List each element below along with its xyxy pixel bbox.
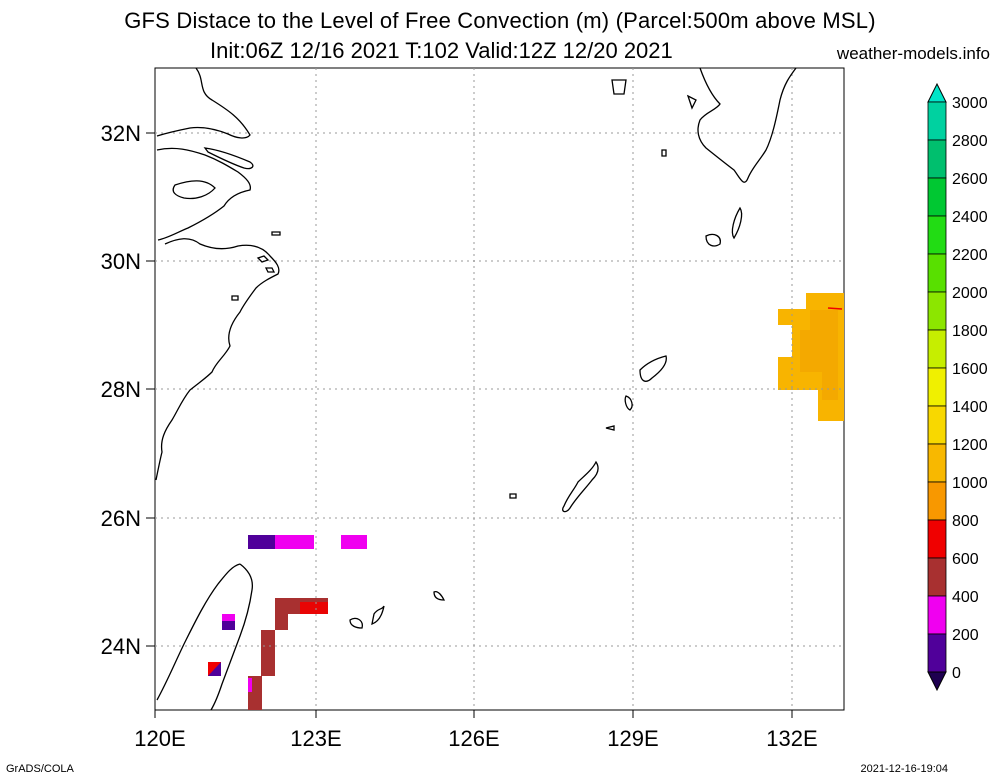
colorbar-label: 2000 <box>952 285 988 302</box>
colorbar-segment <box>927 253 947 293</box>
field-brown-cell <box>261 630 275 676</box>
colorbar-segment <box>927 329 947 369</box>
colorbar-label: 600 <box>952 551 979 568</box>
colorbar-label: 3000 <box>952 95 988 112</box>
okinawa-island <box>562 460 599 513</box>
footer-credit: GrADS/COLA <box>6 763 74 775</box>
colorbar-segment <box>927 595 947 635</box>
colorbar-segment <box>927 443 947 483</box>
colorbar-max-arrow <box>927 82 947 103</box>
colorbar: 3000280026002400220020001800160014001200… <box>927 82 988 692</box>
field-magenta-cell <box>222 614 235 621</box>
lat-label: 30N <box>101 249 141 274</box>
taiwan-coastline <box>156 563 254 711</box>
colorbar-label: 2200 <box>952 247 988 264</box>
field-magenta-cell <box>275 535 314 549</box>
coastlines <box>155 67 797 711</box>
amami-oshima <box>639 355 667 382</box>
field-red-region <box>300 602 328 614</box>
yakushima-island <box>705 233 721 247</box>
lat-label: 28N <box>101 377 141 402</box>
lon-label: 126E <box>448 726 499 751</box>
colorbar-segment <box>927 367 947 407</box>
colorbar-segment <box>927 139 947 179</box>
kyushu-coastline <box>697 67 797 183</box>
colorbar-label: 2800 <box>952 133 988 150</box>
zhoushan-islands <box>231 231 281 301</box>
colorbar-label: 400 <box>952 589 979 606</box>
lon-label: 123E <box>290 726 341 751</box>
lon-label: 129E <box>607 726 658 751</box>
colorbar-segment <box>927 519 947 559</box>
field-red-streak <box>827 307 843 310</box>
colorbar-segment <box>927 633 947 673</box>
latitude-axis: 32N 30N 28N 26N 24N <box>101 121 155 659</box>
lon-label: 132E <box>766 726 817 751</box>
colorbar-segment <box>927 405 947 445</box>
colorbar-label: 1400 <box>952 399 988 416</box>
map-title: GFS Distace to the Level of Free Convect… <box>124 8 876 33</box>
hangzhou-bay <box>172 180 216 200</box>
colorbar-segment <box>927 215 947 255</box>
colorbar-label: 2600 <box>952 171 988 188</box>
kumejima <box>509 493 517 499</box>
colorbar-min-arrow <box>927 671 947 692</box>
field-magenta-cell <box>248 678 252 692</box>
map-subtitle: Init:06Z 12/16 2021 T:102 Valid:12Z 12/2… <box>210 38 673 63</box>
colorbar-label: 0 <box>952 665 961 682</box>
field-red-cell <box>208 662 221 676</box>
okinoerabu <box>605 425 615 431</box>
lon-label: 120E <box>134 726 185 751</box>
colorbar-label: 200 <box>952 627 979 644</box>
tanegashima-island <box>731 206 743 240</box>
footer-timestamp: 2021-12-16-19:04 <box>860 763 948 775</box>
colorbar-label: 1800 <box>952 323 988 340</box>
lat-label: 32N <box>101 121 141 146</box>
source-site: weather-models.info <box>836 44 990 63</box>
colorbar-label: 1000 <box>952 475 988 492</box>
field-magenta-cell <box>341 535 367 549</box>
longitude-axis: 120E 123E 126E 129E 132E <box>134 710 818 751</box>
koshiki-islands <box>611 79 697 157</box>
miyako-island <box>433 590 446 601</box>
lat-label: 26N <box>101 506 141 531</box>
yangtze-estuary <box>203 147 254 170</box>
colorbar-segment <box>927 557 947 597</box>
field-purple-cell <box>248 535 275 549</box>
china-coastline <box>155 67 280 481</box>
colorbar-label: 2400 <box>952 209 988 226</box>
colorbar-label: 1200 <box>952 437 988 454</box>
ishigaki-island <box>349 605 385 629</box>
colorbar-segment <box>927 101 947 141</box>
colorbar-label: 1600 <box>952 361 988 378</box>
colorbar-segment <box>927 291 947 331</box>
colorbar-segment <box>927 177 947 217</box>
field-orange-core <box>800 310 838 400</box>
colorbar-segment <box>927 481 947 521</box>
graticule <box>155 68 844 710</box>
tokunoshima <box>624 395 633 411</box>
lat-label: 24N <box>101 634 141 659</box>
colorbar-label: 800 <box>952 513 979 530</box>
